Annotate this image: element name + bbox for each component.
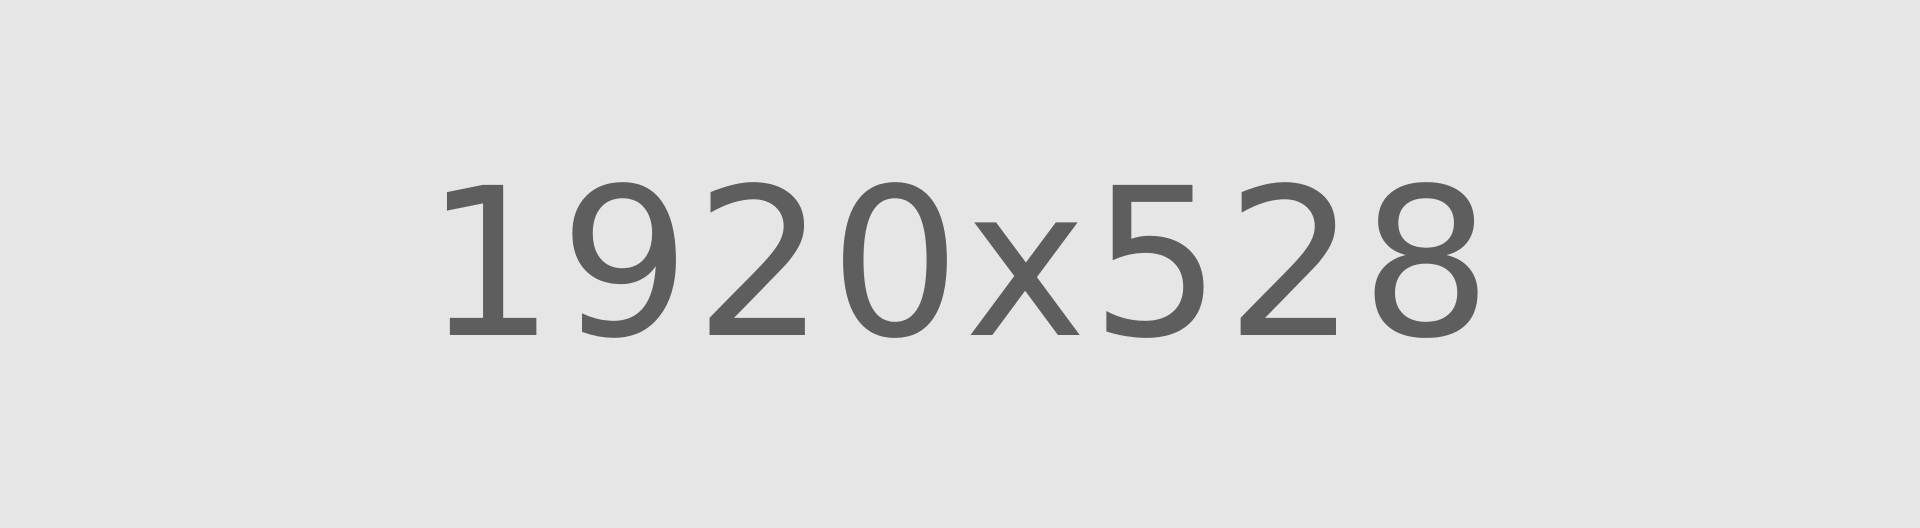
placeholder-image: 1920x528 <box>424 144 1496 384</box>
placeholder-dimensions-label: 1920x528 <box>424 144 1496 384</box>
